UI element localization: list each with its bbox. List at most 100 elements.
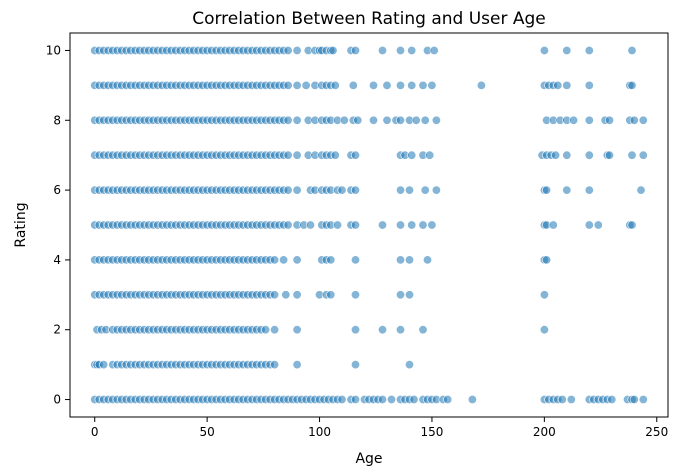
data-point xyxy=(584,220,594,230)
data-point xyxy=(377,220,387,230)
data-point xyxy=(584,185,594,195)
data-point xyxy=(377,45,387,55)
y-tick-label: 4 xyxy=(53,253,61,267)
data-point xyxy=(301,80,311,90)
data-point xyxy=(348,80,358,90)
data-point xyxy=(283,80,293,90)
data-point xyxy=(270,255,280,265)
x-tick-label: 200 xyxy=(533,425,556,439)
data-point xyxy=(382,80,392,90)
data-point xyxy=(350,325,360,335)
data-point xyxy=(283,150,293,160)
data-point xyxy=(542,255,552,265)
data-point xyxy=(418,220,428,230)
y-axis: 0 2 4 6 8 10 xyxy=(46,43,70,407)
y-tick-label: 2 xyxy=(53,323,61,337)
data-point xyxy=(292,80,302,90)
data-point xyxy=(636,185,646,195)
y-tick-label: 6 xyxy=(53,183,61,197)
data-point xyxy=(292,290,302,300)
data-point xyxy=(427,220,437,230)
data-point xyxy=(332,220,342,230)
data-point xyxy=(270,290,280,300)
data-point xyxy=(404,290,414,300)
data-point xyxy=(377,394,387,404)
data-point xyxy=(431,185,441,195)
data-point xyxy=(443,394,453,404)
data-point xyxy=(629,394,639,404)
data-point xyxy=(562,80,572,90)
data-point xyxy=(627,45,637,55)
x-tick-label: 0 xyxy=(91,425,99,439)
data-point xyxy=(292,150,302,160)
data-point xyxy=(627,150,637,160)
data-point xyxy=(407,80,417,90)
x-axis: 0 50 100 150 200 250 xyxy=(91,417,668,439)
data-point xyxy=(270,360,280,370)
data-point xyxy=(638,115,648,125)
data-point xyxy=(350,150,360,160)
data-point xyxy=(386,394,396,404)
data-point xyxy=(411,115,421,125)
data-point xyxy=(539,45,549,55)
data-point xyxy=(427,80,437,90)
data-point xyxy=(638,150,648,160)
data-point xyxy=(305,220,315,230)
data-point xyxy=(404,185,414,195)
data-point xyxy=(330,80,340,90)
data-point xyxy=(395,255,405,265)
data-point xyxy=(407,45,417,55)
y-tick-label: 8 xyxy=(53,113,61,127)
data-point xyxy=(604,115,614,125)
data-point xyxy=(330,150,340,160)
data-point xyxy=(476,80,486,90)
x-tick-label: 150 xyxy=(420,425,443,439)
data-point xyxy=(283,115,293,125)
data-point xyxy=(350,45,360,55)
y-axis-label: Rating xyxy=(13,202,29,247)
data-point xyxy=(395,80,405,90)
x-tick-label: 50 xyxy=(199,425,214,439)
data-point xyxy=(420,185,430,195)
data-point xyxy=(584,80,594,90)
plot-frame xyxy=(69,32,669,418)
data-point xyxy=(395,290,405,300)
data-point xyxy=(557,394,567,404)
data-point xyxy=(593,220,603,230)
data-point xyxy=(562,45,572,55)
data-point xyxy=(627,80,637,90)
data-point xyxy=(566,394,576,404)
data-point xyxy=(382,115,392,125)
data-point xyxy=(292,185,302,195)
data-point xyxy=(99,360,109,370)
data-point xyxy=(629,115,639,125)
data-point xyxy=(407,220,417,230)
data-point xyxy=(607,394,617,404)
x-tick-label: 250 xyxy=(645,425,668,439)
data-point xyxy=(395,115,405,125)
data-point xyxy=(292,360,302,370)
data-point xyxy=(467,394,477,404)
data-point xyxy=(326,255,336,265)
data-point xyxy=(418,325,428,335)
data-point xyxy=(281,290,291,300)
data-point xyxy=(431,115,441,125)
data-point xyxy=(418,80,428,90)
data-point xyxy=(337,185,347,195)
data-point xyxy=(279,255,289,265)
data-point xyxy=(292,45,302,55)
data-point xyxy=(429,45,439,55)
data-point xyxy=(350,290,360,300)
data-point xyxy=(292,325,302,335)
data-point xyxy=(404,360,414,370)
y-tick-label: 0 xyxy=(53,393,61,407)
data-point xyxy=(353,115,363,125)
data-point xyxy=(326,290,336,300)
data-point xyxy=(395,185,405,195)
data-point xyxy=(283,45,293,55)
data-point xyxy=(425,150,435,160)
data-point xyxy=(539,325,549,335)
data-point xyxy=(539,290,549,300)
data-point xyxy=(404,255,414,265)
data-point xyxy=(420,115,430,125)
